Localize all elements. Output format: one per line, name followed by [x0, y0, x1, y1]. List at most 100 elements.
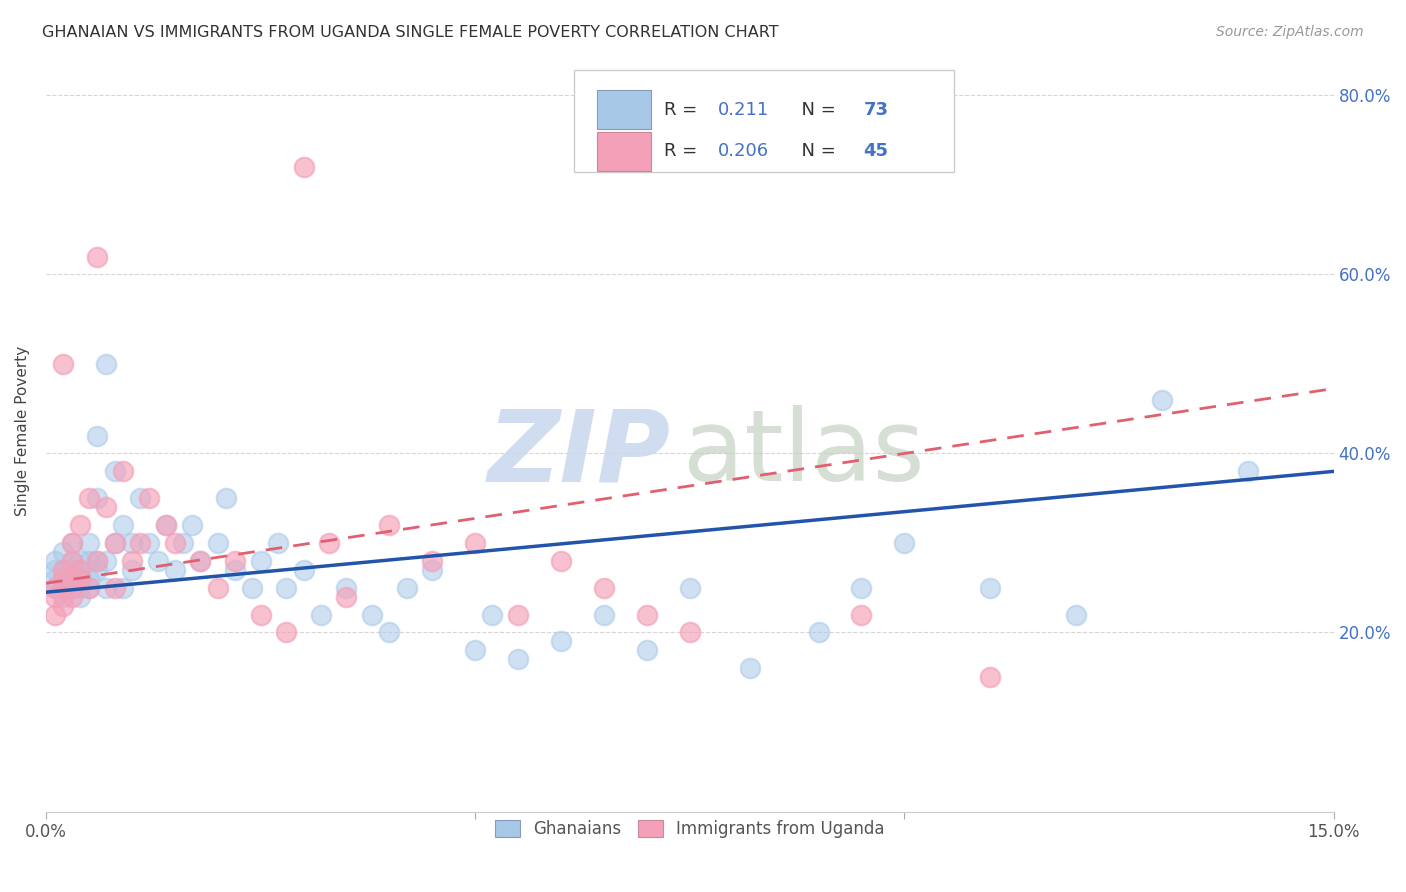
Point [207, 536, 229, 550]
Point [593, 607, 616, 622]
Point [104, 536, 127, 550]
Text: 0.211: 0.211 [718, 101, 769, 119]
Point [86, 563, 108, 577]
Point [86, 428, 108, 442]
Point [129, 491, 152, 506]
Point [86, 554, 108, 568]
Point [679, 581, 702, 595]
Point [44, 581, 66, 595]
Point [464, 536, 486, 550]
Point [481, 607, 503, 622]
Text: R =: R = [664, 143, 703, 161]
Point [146, 554, 169, 568]
Point [679, 625, 702, 640]
Point [69, 563, 91, 577]
Point [86, 491, 108, 506]
Point [593, 581, 616, 595]
Point [636, 607, 658, 622]
Point [69, 518, 91, 533]
Point [851, 607, 873, 622]
Point [121, 536, 143, 550]
Point [60, 554, 83, 568]
Point [104, 581, 127, 595]
Point [44, 572, 66, 586]
Point [172, 536, 194, 550]
Point [318, 536, 340, 550]
Point [464, 643, 486, 657]
Point [52, 572, 75, 586]
Point [52, 590, 75, 604]
Point [224, 554, 246, 568]
Point [77, 536, 100, 550]
Point [893, 536, 915, 550]
Point [292, 160, 315, 174]
Text: 0.206: 0.206 [718, 143, 769, 161]
Legend: Ghanaians, Immigrants from Uganda: Ghanaians, Immigrants from Uganda [488, 814, 891, 845]
Point [738, 661, 761, 675]
Point [44, 581, 66, 595]
Point [69, 581, 91, 595]
Point [979, 670, 1001, 684]
Point [52, 563, 75, 577]
Point [60, 536, 83, 550]
Point [190, 554, 212, 568]
FancyBboxPatch shape [598, 90, 651, 129]
Point [508, 607, 530, 622]
Text: N =: N = [790, 101, 842, 119]
Point [267, 536, 290, 550]
Point [121, 554, 143, 568]
Point [276, 581, 298, 595]
Point [550, 634, 572, 648]
Point [378, 518, 401, 533]
Text: GHANAIAN VS IMMIGRANTS FROM UGANDA SINGLE FEMALE POVERTY CORRELATION CHART: GHANAIAN VS IMMIGRANTS FROM UGANDA SINGL… [42, 25, 779, 40]
FancyBboxPatch shape [574, 70, 953, 172]
Point [69, 563, 91, 577]
Point [276, 625, 298, 640]
Point [1150, 392, 1173, 407]
Point [112, 518, 135, 533]
Text: Source: ZipAtlas.com: Source: ZipAtlas.com [1216, 25, 1364, 39]
Point [69, 590, 91, 604]
Point [309, 607, 332, 622]
Point [215, 491, 238, 506]
Point [550, 554, 572, 568]
Point [207, 581, 229, 595]
Point [807, 625, 830, 640]
Point [155, 518, 177, 533]
Point [94, 581, 117, 595]
Text: R =: R = [664, 101, 703, 119]
Point [52, 563, 75, 577]
Point [104, 536, 127, 550]
Point [1236, 464, 1258, 478]
Point [60, 581, 83, 595]
Point [138, 491, 160, 506]
Point [60, 563, 83, 577]
Point [224, 563, 246, 577]
Text: ZIP: ZIP [488, 406, 671, 502]
Text: 73: 73 [863, 101, 889, 119]
Point [121, 563, 143, 577]
Point [77, 572, 100, 586]
Point [155, 518, 177, 533]
Point [163, 536, 186, 550]
Point [44, 590, 66, 604]
Point [112, 581, 135, 595]
Point [240, 581, 263, 595]
Point [60, 581, 83, 595]
Point [508, 652, 530, 666]
Point [86, 554, 108, 568]
Point [138, 536, 160, 550]
Point [60, 572, 83, 586]
Point [69, 554, 91, 568]
Point [60, 590, 83, 604]
Point [361, 607, 384, 622]
Point [249, 607, 271, 622]
Point [69, 572, 91, 586]
Point [335, 590, 357, 604]
Point [44, 554, 66, 568]
Point [420, 563, 443, 577]
Text: atlas: atlas [683, 406, 925, 502]
Point [60, 554, 83, 568]
Point [44, 607, 66, 622]
Text: N =: N = [790, 143, 842, 161]
